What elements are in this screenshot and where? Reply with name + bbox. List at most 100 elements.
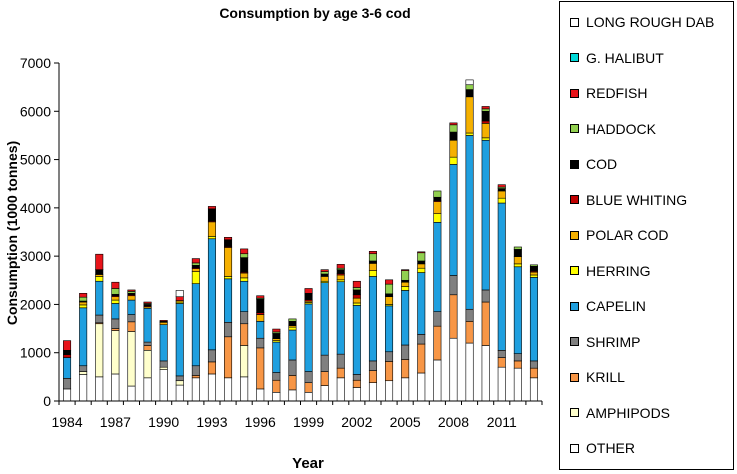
bar-2008-krill — [449, 294, 458, 339]
legend-item: G. HALIBUT — [570, 48, 664, 68]
axes-group: 0 1000 2000 3000 4000 5000 6000 7000 1984 1987 199… — [20, 55, 543, 430]
bar-1996-cod — [256, 298, 265, 313]
legend-label: G. HALIBUT — [586, 49, 664, 66]
bar-1986-amphipods — [95, 323, 104, 378]
bar-1993-capelin — [207, 238, 216, 351]
bar-2008-other — [449, 337, 458, 402]
bar-2010-blue-whiting — [481, 120, 490, 124]
bar-2000-shrimp — [320, 354, 329, 372]
y-tick-label: 1000 — [20, 345, 51, 361]
bar-1994-shrimp — [224, 321, 233, 338]
bar-2000-redfish — [320, 269, 329, 272]
stacked-bar-chart: Consumption by age 3-6 cod Consumption (… — [4, 5, 543, 472]
bar-2002-krill — [352, 379, 361, 388]
bar-1990-amphipods — [159, 366, 168, 370]
bar-1985-haddock — [79, 296, 88, 302]
bar-2005-other — [401, 377, 410, 402]
bar-2007-other — [433, 359, 442, 402]
x-tick-label: 1996 — [245, 414, 276, 430]
bar-1989-krill — [143, 345, 152, 351]
bar-2010-shrimp — [481, 289, 490, 303]
bar-2003-capelin — [368, 276, 377, 362]
bar-2009-capelin — [465, 135, 474, 310]
bar-2011-redfish — [497, 184, 506, 188]
bar-1995-polar-cod — [240, 272, 249, 279]
bar-2006-polar-cod — [417, 263, 426, 269]
bar-2010-redfish — [481, 106, 490, 110]
bar-1999-other — [304, 392, 313, 402]
bar-1990-other — [159, 369, 168, 402]
bar-2002-cod — [352, 289, 361, 296]
bar-1991-shrimp — [175, 375, 184, 382]
bar-2008-herring — [449, 156, 458, 165]
legend-label: BLUE WHITING — [586, 191, 688, 208]
legend-item: BLUE WHITING — [570, 190, 687, 210]
bar-1995-redfish — [240, 248, 249, 255]
bar-1991-other — [175, 384, 184, 402]
y-tick-label: 0 — [43, 393, 51, 409]
bar-1994-herring — [224, 276, 233, 280]
legend-item: AMPHIPODS — [570, 403, 670, 423]
bar-1996-polar-cod — [256, 314, 265, 322]
y-tick-label: 6000 — [20, 103, 51, 119]
bar-1997-capelin — [272, 341, 281, 373]
legend-item: POLAR COD — [570, 225, 668, 245]
bar-1988-krill — [127, 321, 136, 332]
bar-2009-other — [465, 342, 474, 402]
bar-1997-shrimp — [272, 372, 281, 381]
bar-2007-cod — [433, 196, 442, 201]
bar-1987-shrimp — [111, 318, 120, 329]
bar-1999-capelin — [304, 303, 313, 372]
bar-2002-redfish — [352, 280, 361, 288]
bar-1991-capelin — [175, 303, 184, 377]
bar-1985-other — [79, 374, 88, 402]
legend-swatch — [570, 124, 579, 133]
bar-2000-capelin — [320, 282, 329, 356]
bar-1995-shrimp — [240, 311, 249, 325]
bar-1990-redfish — [159, 320, 168, 322]
legend-item: HADDOCK — [570, 119, 656, 139]
bar-1992-redfish — [191, 258, 200, 264]
bar-1993-redfish — [207, 206, 216, 210]
bar-2012-polar-cod — [513, 256, 522, 265]
bar-1984-redfish — [63, 340, 72, 351]
bar-1985-polar-cod — [79, 301, 88, 306]
bar-2007-haddock — [433, 190, 442, 198]
bar-2002-herring — [352, 302, 361, 306]
bar-2004-haddock — [385, 283, 394, 295]
legend-label: REDFISH — [586, 85, 648, 101]
bar-2002-haddock — [352, 287, 361, 291]
bar-1988-other — [127, 385, 136, 402]
bar-2004-capelin — [385, 305, 394, 353]
bar-1989-capelin — [143, 307, 152, 343]
bar-1993-shrimp — [207, 349, 216, 363]
bar-2003-herring — [368, 270, 377, 277]
bar-1996-shrimp — [256, 337, 265, 349]
bar-1984-capelin — [63, 357, 72, 379]
bar-1985-amphipods — [79, 371, 88, 375]
bar-1997-other — [272, 392, 281, 402]
bar-2000-polar-cod — [320, 276, 329, 282]
bar-2007-capelin — [433, 222, 442, 312]
bar-2000-other — [320, 385, 329, 402]
legend-swatch — [570, 372, 579, 382]
legend-item: LONG ROUGH DAB — [570, 12, 714, 32]
bar-2012-krill — [513, 360, 522, 369]
bar-2008-haddock — [449, 124, 458, 133]
bar-2002-polar-cod — [352, 297, 361, 304]
bar-2013-polar-cod — [529, 271, 538, 276]
bars-group — [63, 79, 538, 402]
bar-1994-capelin — [224, 278, 233, 323]
bar-2011-other — [497, 366, 506, 402]
bar-1995-krill — [240, 323, 249, 346]
bar-2003-shrimp — [368, 360, 377, 371]
bar-2006-shrimp — [417, 334, 426, 345]
bar-2010-haddock — [481, 108, 490, 112]
bar-1992-haddock — [191, 262, 200, 266]
bar-1986-other — [95, 376, 104, 402]
bar-2012-other — [513, 367, 522, 402]
bar-2009-krill — [465, 321, 474, 344]
bar-2010-herring — [481, 137, 490, 141]
bar-1997-cod — [272, 333, 281, 340]
bar-1986-cod — [95, 269, 104, 275]
